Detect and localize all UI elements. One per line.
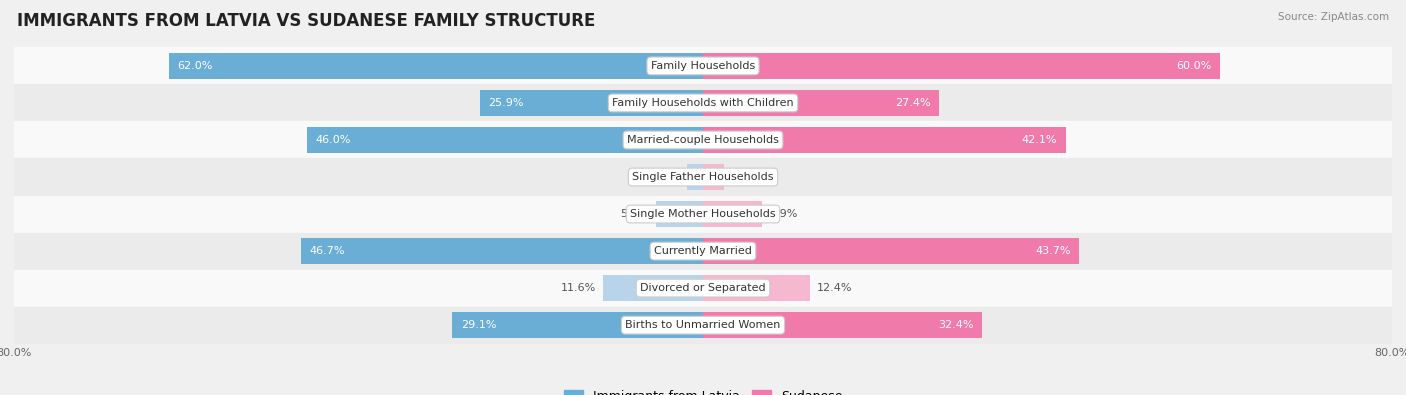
Text: 32.4%: 32.4%	[938, 320, 973, 330]
Bar	[14, 307, 1392, 344]
Text: 12.4%: 12.4%	[817, 283, 852, 293]
Legend: Immigrants from Latvia, Sudanese: Immigrants from Latvia, Sudanese	[564, 389, 842, 395]
Text: Currently Married: Currently Married	[654, 246, 752, 256]
Bar	[307, 127, 703, 153]
Text: 2.4%: 2.4%	[731, 172, 759, 182]
Bar	[14, 196, 1392, 233]
Bar	[655, 201, 703, 228]
Text: 43.7%: 43.7%	[1035, 246, 1071, 256]
Text: 60.0%: 60.0%	[1175, 61, 1211, 71]
Text: 80.0%: 80.0%	[0, 348, 32, 358]
Text: Source: ZipAtlas.com: Source: ZipAtlas.com	[1278, 12, 1389, 22]
Text: 11.6%: 11.6%	[561, 283, 596, 293]
Bar	[686, 164, 703, 190]
Text: 46.0%: 46.0%	[315, 135, 352, 145]
Text: 1.9%: 1.9%	[651, 172, 679, 182]
Bar	[14, 158, 1392, 196]
Text: 5.5%: 5.5%	[620, 209, 648, 219]
Bar	[301, 238, 703, 264]
Text: Single Mother Households: Single Mother Households	[630, 209, 776, 219]
Bar	[169, 53, 703, 79]
Text: Married-couple Households: Married-couple Households	[627, 135, 779, 145]
Bar	[14, 47, 1392, 85]
Text: Single Father Households: Single Father Households	[633, 172, 773, 182]
Bar	[703, 201, 762, 228]
Bar	[703, 53, 1219, 79]
Text: 42.1%: 42.1%	[1021, 135, 1057, 145]
Bar	[703, 275, 810, 301]
Bar	[703, 90, 939, 116]
Bar	[703, 164, 724, 190]
Bar	[14, 233, 1392, 269]
Bar	[603, 275, 703, 301]
Bar	[14, 269, 1392, 307]
Text: 27.4%: 27.4%	[894, 98, 931, 108]
Text: IMMIGRANTS FROM LATVIA VS SUDANESE FAMILY STRUCTURE: IMMIGRANTS FROM LATVIA VS SUDANESE FAMIL…	[17, 12, 595, 30]
Text: 6.9%: 6.9%	[769, 209, 797, 219]
Text: 62.0%: 62.0%	[177, 61, 214, 71]
Bar	[703, 127, 1066, 153]
Text: 25.9%: 25.9%	[488, 98, 524, 108]
Bar	[14, 121, 1392, 158]
Bar	[453, 312, 703, 339]
Bar	[479, 90, 703, 116]
Text: 46.7%: 46.7%	[309, 246, 344, 256]
Text: Divorced or Separated: Divorced or Separated	[640, 283, 766, 293]
Text: 29.1%: 29.1%	[461, 320, 496, 330]
Bar	[703, 238, 1080, 264]
Text: Family Households: Family Households	[651, 61, 755, 71]
Text: Births to Unmarried Women: Births to Unmarried Women	[626, 320, 780, 330]
Bar	[703, 312, 981, 339]
Text: 80.0%: 80.0%	[1374, 348, 1406, 358]
Bar	[14, 85, 1392, 121]
Text: Family Households with Children: Family Households with Children	[612, 98, 794, 108]
